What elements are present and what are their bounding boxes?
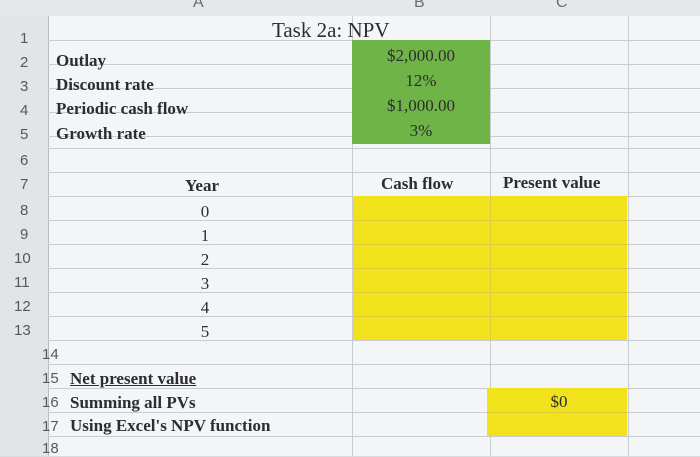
column-header-b[interactable]: B (414, 0, 425, 11)
row-number[interactable]: 4 (20, 102, 29, 119)
npv-heading[interactable]: Net present value (70, 369, 197, 388)
row-number[interactable]: 12 (14, 298, 31, 315)
row-number[interactable]: 10 (14, 250, 31, 267)
sheet-title[interactable]: Task 2a: NPV (272, 18, 390, 42)
row-number-column (0, 16, 48, 456)
input-label-periodic-cash-flow[interactable]: Periodic cash flow (56, 99, 189, 118)
row-number[interactable]: 14 (42, 346, 59, 363)
year-cell[interactable]: 3 (200, 274, 210, 293)
grid-line (48, 16, 49, 456)
row-number[interactable]: 8 (20, 202, 29, 219)
row-number[interactable]: 18 (42, 440, 59, 457)
column-header-bar (0, 0, 700, 17)
input-value-discount-rate[interactable]: 12% (405, 71, 437, 90)
cash-flow-header[interactable]: Cash flow (381, 174, 454, 193)
row-number[interactable]: 7 (20, 176, 29, 193)
year-cell[interactable]: 5 (200, 322, 210, 341)
year-cell[interactable]: 0 (200, 202, 210, 221)
input-cells-fill (352, 40, 490, 144)
row-number[interactable]: 2 (20, 54, 29, 71)
row-number[interactable]: 3 (20, 78, 29, 95)
input-label-growth-rate[interactable]: Growth rate (56, 124, 146, 143)
summing-all-pvs-value[interactable]: $0 (550, 392, 568, 411)
grid-line (353, 292, 627, 293)
excel-npv-label[interactable]: Using Excel's NPV function (70, 416, 271, 435)
input-label-outlay[interactable]: Outlay (56, 51, 107, 70)
column-header-a[interactable]: A (193, 0, 204, 11)
row-number[interactable]: 9 (20, 226, 29, 243)
row-number[interactable]: 15 (42, 370, 59, 387)
grid-line (48, 412, 700, 413)
grid-line (352, 16, 353, 456)
year-header[interactable]: Year (185, 176, 219, 195)
year-cell[interactable]: 4 (200, 298, 210, 317)
grid-line (487, 412, 627, 413)
grid-line (48, 340, 700, 341)
year-cell[interactable]: 2 (200, 250, 210, 269)
present-value-header[interactable]: Present value (503, 173, 601, 192)
grid-line (48, 148, 700, 149)
row-number[interactable]: 17 (42, 418, 59, 435)
grid-line (353, 220, 627, 221)
input-value-periodic-cash-flow[interactable]: $1,000.00 (387, 96, 455, 115)
grid-line (353, 244, 627, 245)
column-header-c[interactable]: C (556, 0, 568, 11)
row-number[interactable]: 16 (42, 394, 59, 411)
grid-line (628, 16, 629, 456)
year-cell[interactable]: 1 (200, 226, 210, 245)
grid-line (353, 268, 627, 269)
row-number[interactable]: 1 (20, 30, 29, 47)
row-number[interactable]: 13 (14, 322, 31, 339)
input-value-outlay[interactable]: $2,000.00 (387, 46, 455, 65)
grid-line (48, 364, 700, 365)
grid-line (48, 172, 700, 173)
input-value-growth-rate[interactable]: 3% (409, 121, 433, 140)
grid-line (48, 436, 700, 437)
grid-line (48, 388, 700, 389)
row-number[interactable]: 11 (14, 274, 30, 291)
row-number[interactable]: 5 (20, 126, 29, 143)
input-label-discount-rate[interactable]: Discount rate (56, 75, 154, 94)
row-number[interactable]: 6 (20, 152, 29, 169)
grid-line (353, 316, 627, 317)
summing-all-pvs-label[interactable]: Summing all PVs (70, 393, 196, 412)
